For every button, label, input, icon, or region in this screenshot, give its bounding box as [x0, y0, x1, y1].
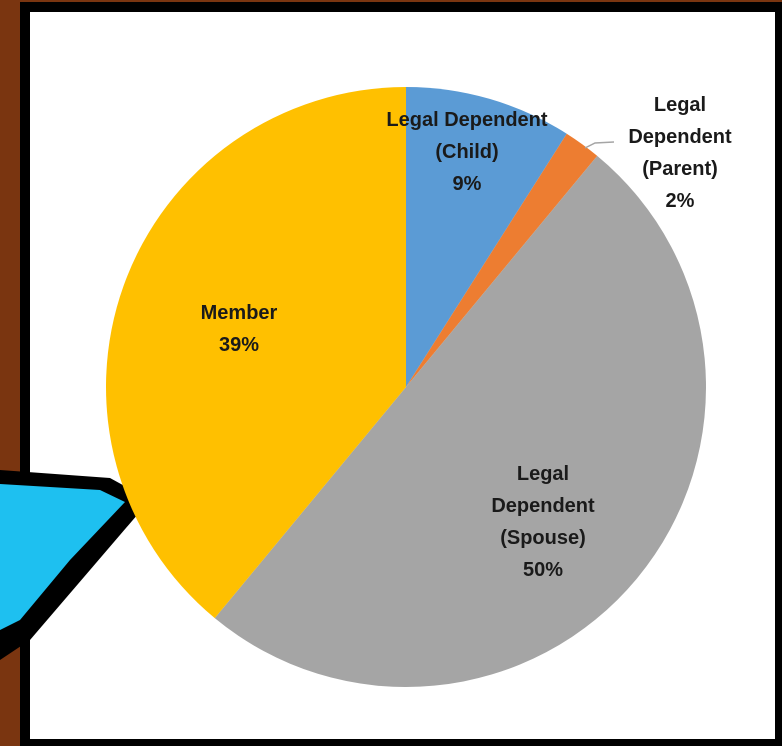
- pie-slice: [406, 87, 567, 387]
- leader-line: [584, 141, 615, 149]
- pie-slice: [406, 133, 598, 387]
- value-label: 2%: [665, 190, 695, 212]
- pie-slice: [214, 155, 706, 688]
- slice-label: Legal Dependent (Child): [386, 109, 548, 163]
- slice-label: Legal Dependent (Parent): [628, 94, 732, 180]
- value-label: 50%: [522, 559, 564, 581]
- slice-label: Legal Dependent (Spouse): [491, 463, 595, 549]
- slice-label: Member: [200, 302, 278, 324]
- pie-slice: [106, 87, 407, 619]
- value-label: 9%: [452, 173, 482, 195]
- value-label: 39%: [218, 334, 260, 356]
- arrow-decoration: [0, 484, 125, 630]
